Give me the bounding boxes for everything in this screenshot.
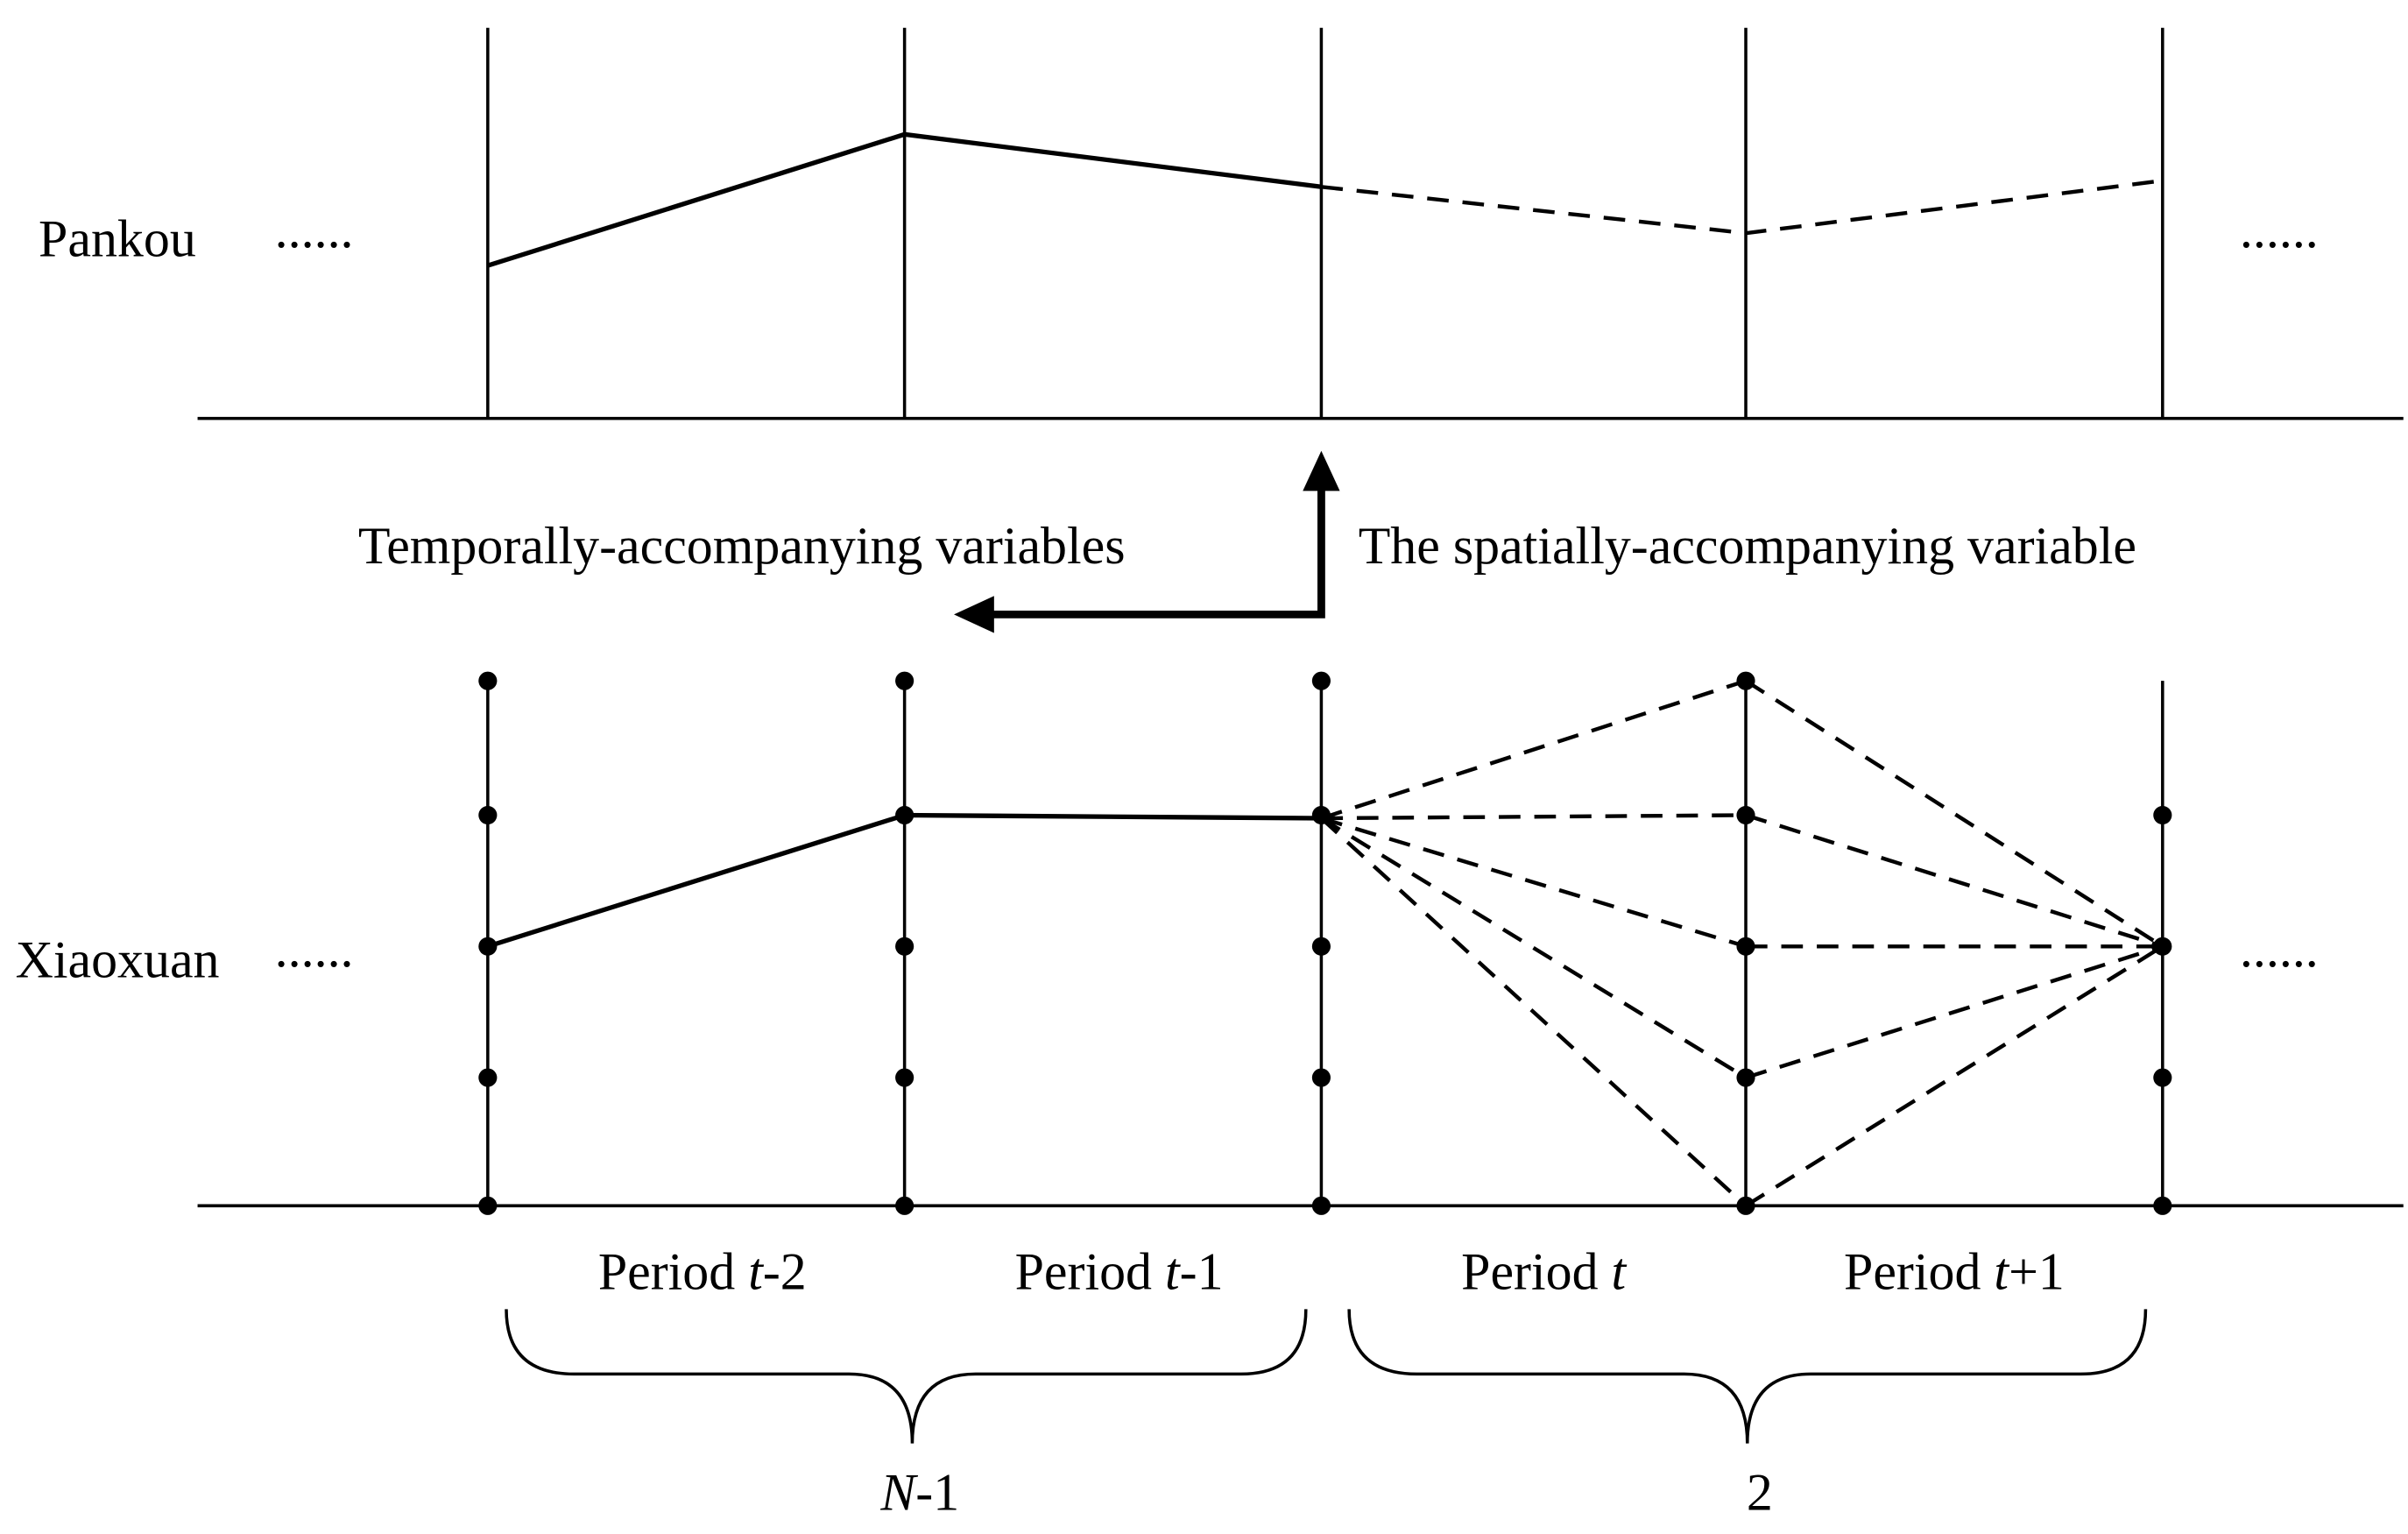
candidate-path <box>1321 813 1747 821</box>
period-text: Period <box>598 1242 748 1300</box>
node-dot <box>2153 937 2172 956</box>
node-dot <box>1311 1196 1331 1215</box>
arrows: Temporally-accompanying variables The sp… <box>358 450 2136 633</box>
arrow-label: The spatially-accompanying variable <box>1359 517 2136 575</box>
arrow-label: Temporally-accompanying variables <box>358 517 1126 575</box>
period-text: Period <box>1461 1242 1611 1300</box>
brace <box>1347 1309 2148 1444</box>
candidate-path <box>1320 816 1747 949</box>
brace <box>505 1309 1308 1444</box>
path-known <box>487 131 1322 268</box>
arrow-shaft <box>987 481 1325 619</box>
arrow-head <box>1303 450 1340 491</box>
period-label: Period t+1 <box>1844 1242 2065 1300</box>
node-dot <box>478 805 498 825</box>
ellipsis: ...... <box>2240 201 2319 258</box>
candidate-path <box>1744 944 2164 1208</box>
candidate-path <box>1745 813 2164 949</box>
node-dot <box>895 937 914 956</box>
ellipsis: ...... <box>275 201 354 258</box>
candidate-path <box>1320 816 1748 1079</box>
candidate-path <box>1319 816 1748 1207</box>
group-suffix: -1 <box>915 1463 959 1521</box>
node-dot <box>1311 671 1331 690</box>
node-dot <box>478 1068 498 1087</box>
period-var: t <box>1165 1242 1181 1300</box>
period-suffix: -2 <box>763 1242 807 1300</box>
node-dot <box>1736 1068 1755 1087</box>
ellipsis: ...... <box>2240 920 2319 978</box>
group-label: 2 <box>1747 1463 1773 1521</box>
period-var: t <box>1994 1242 2009 1300</box>
node-dot <box>2153 805 2172 825</box>
node-dot <box>2153 1196 2172 1215</box>
node-dot <box>1736 805 1755 825</box>
period-var: t <box>748 1242 764 1300</box>
period-text: Period <box>1015 1242 1165 1300</box>
period-text: Period <box>1844 1242 1994 1300</box>
group-var: N <box>879 1463 918 1521</box>
node-dot <box>895 1196 914 1215</box>
period-label: Period t <box>1461 1242 1627 1300</box>
candidate-path <box>1320 679 1747 821</box>
group-label: N-1 <box>879 1463 959 1521</box>
node-dot <box>895 671 914 690</box>
candidate-path <box>1745 944 2164 1080</box>
node-dot <box>1311 1068 1331 1087</box>
path-future <box>1321 179 2164 236</box>
node-dot <box>1736 937 1755 956</box>
candidate-path <box>1744 679 2164 949</box>
node-dot <box>478 937 498 956</box>
row-label: Xiaoxuan <box>16 931 220 989</box>
node-dot <box>1736 671 1755 690</box>
period-var: t <box>1612 1242 1628 1300</box>
node-dot <box>2153 1068 2172 1087</box>
node-dot <box>895 805 914 825</box>
ellipsis: ...... <box>275 920 354 978</box>
node-dot <box>1736 1196 1755 1215</box>
node-dot <box>478 671 498 690</box>
top-panel: Pankou ...... ...... <box>39 27 2404 421</box>
period-suffix: -1 <box>1180 1242 1224 1300</box>
row-label: Pankou <box>39 210 196 268</box>
period-suffix: +1 <box>2009 1242 2065 1300</box>
bottom-panel: Xiaoxuan ...... ...... <box>16 671 2404 1215</box>
node-dot <box>895 1068 914 1087</box>
node-dot <box>1311 805 1331 825</box>
arrow-head <box>954 596 994 633</box>
period-label: Period t-1 <box>1015 1242 1224 1300</box>
period-label: Period t-2 <box>598 1242 807 1300</box>
node-dot <box>1311 937 1331 956</box>
node-dot <box>478 1196 498 1215</box>
